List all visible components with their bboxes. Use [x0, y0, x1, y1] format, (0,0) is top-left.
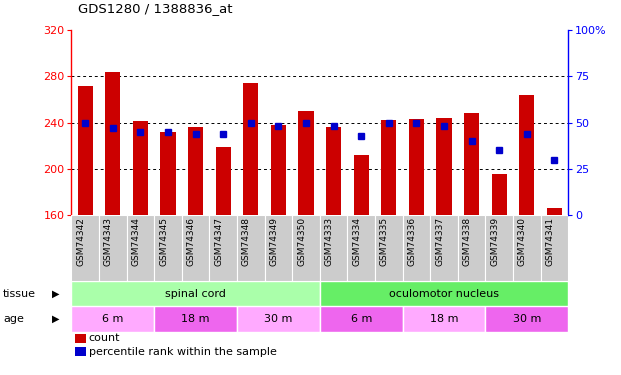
Bar [215, 147, 231, 215]
Bar [292, 215, 320, 281]
Bar [486, 215, 513, 281]
Bar [75, 347, 86, 356]
Text: GSM74349: GSM74349 [270, 217, 278, 266]
Text: oculomotor nucleus: oculomotor nucleus [389, 289, 499, 298]
Text: GSM74338: GSM74338 [463, 217, 471, 266]
Bar [243, 83, 258, 215]
Text: GSM74345: GSM74345 [159, 217, 168, 266]
Bar [492, 174, 507, 215]
Text: GSM74336: GSM74336 [407, 217, 417, 266]
Text: GSM74350: GSM74350 [297, 217, 306, 266]
Bar [320, 306, 402, 332]
Bar [464, 113, 479, 215]
Bar [347, 215, 375, 281]
Text: tissue: tissue [3, 289, 36, 298]
Bar [154, 215, 182, 281]
Text: GSM74347: GSM74347 [214, 217, 223, 266]
Bar [154, 306, 237, 332]
Bar [381, 120, 396, 215]
Bar [299, 111, 314, 215]
Text: GSM74337: GSM74337 [435, 217, 444, 266]
Text: GSM74339: GSM74339 [490, 217, 499, 266]
Bar [402, 306, 486, 332]
Bar [78, 86, 93, 215]
Bar [71, 306, 154, 332]
Bar [188, 127, 203, 215]
Text: GSM74335: GSM74335 [380, 217, 389, 266]
Text: GSM74344: GSM74344 [132, 217, 140, 266]
Text: spinal cord: spinal cord [165, 289, 226, 298]
Text: GSM74334: GSM74334 [352, 217, 361, 266]
Bar [541, 215, 568, 281]
Bar [375, 215, 402, 281]
Bar [486, 306, 568, 332]
Bar [326, 127, 341, 215]
Bar [409, 119, 424, 215]
Bar [353, 155, 369, 215]
Text: ▶: ▶ [52, 314, 60, 324]
Text: GSM74346: GSM74346 [187, 217, 196, 266]
Bar [237, 306, 320, 332]
Bar [402, 215, 430, 281]
Bar [71, 281, 320, 306]
Text: GSM74340: GSM74340 [518, 217, 527, 266]
Text: 30 m: 30 m [264, 314, 292, 324]
Bar [547, 208, 562, 215]
Bar [430, 215, 458, 281]
Text: GDS1280 / 1388836_at: GDS1280 / 1388836_at [78, 2, 232, 15]
Bar [127, 215, 154, 281]
Text: 18 m: 18 m [181, 314, 210, 324]
Text: age: age [3, 314, 24, 324]
Bar [437, 118, 451, 215]
Bar [265, 215, 292, 281]
Bar [75, 334, 86, 343]
Bar [105, 72, 120, 215]
Bar [513, 215, 541, 281]
Text: 18 m: 18 m [430, 314, 458, 324]
Bar [160, 132, 176, 215]
Text: 6 m: 6 m [102, 314, 124, 324]
Bar [237, 215, 265, 281]
Text: GSM74342: GSM74342 [76, 217, 85, 266]
Text: GSM74343: GSM74343 [104, 217, 113, 266]
Text: ▶: ▶ [52, 289, 60, 298]
Text: 6 m: 6 m [350, 314, 372, 324]
Bar [133, 122, 148, 215]
Bar [71, 215, 99, 281]
Text: GSM74348: GSM74348 [242, 217, 251, 266]
Bar [182, 215, 209, 281]
Bar [320, 281, 568, 306]
Bar [99, 215, 127, 281]
Text: GSM74333: GSM74333 [325, 217, 333, 266]
Bar [458, 215, 486, 281]
Text: 30 m: 30 m [512, 314, 541, 324]
Bar [519, 95, 535, 215]
Text: count: count [89, 333, 120, 344]
Bar [320, 215, 347, 281]
Text: GSM74341: GSM74341 [545, 217, 555, 266]
Text: percentile rank within the sample: percentile rank within the sample [89, 346, 277, 357]
Bar [209, 215, 237, 281]
Bar [271, 125, 286, 215]
